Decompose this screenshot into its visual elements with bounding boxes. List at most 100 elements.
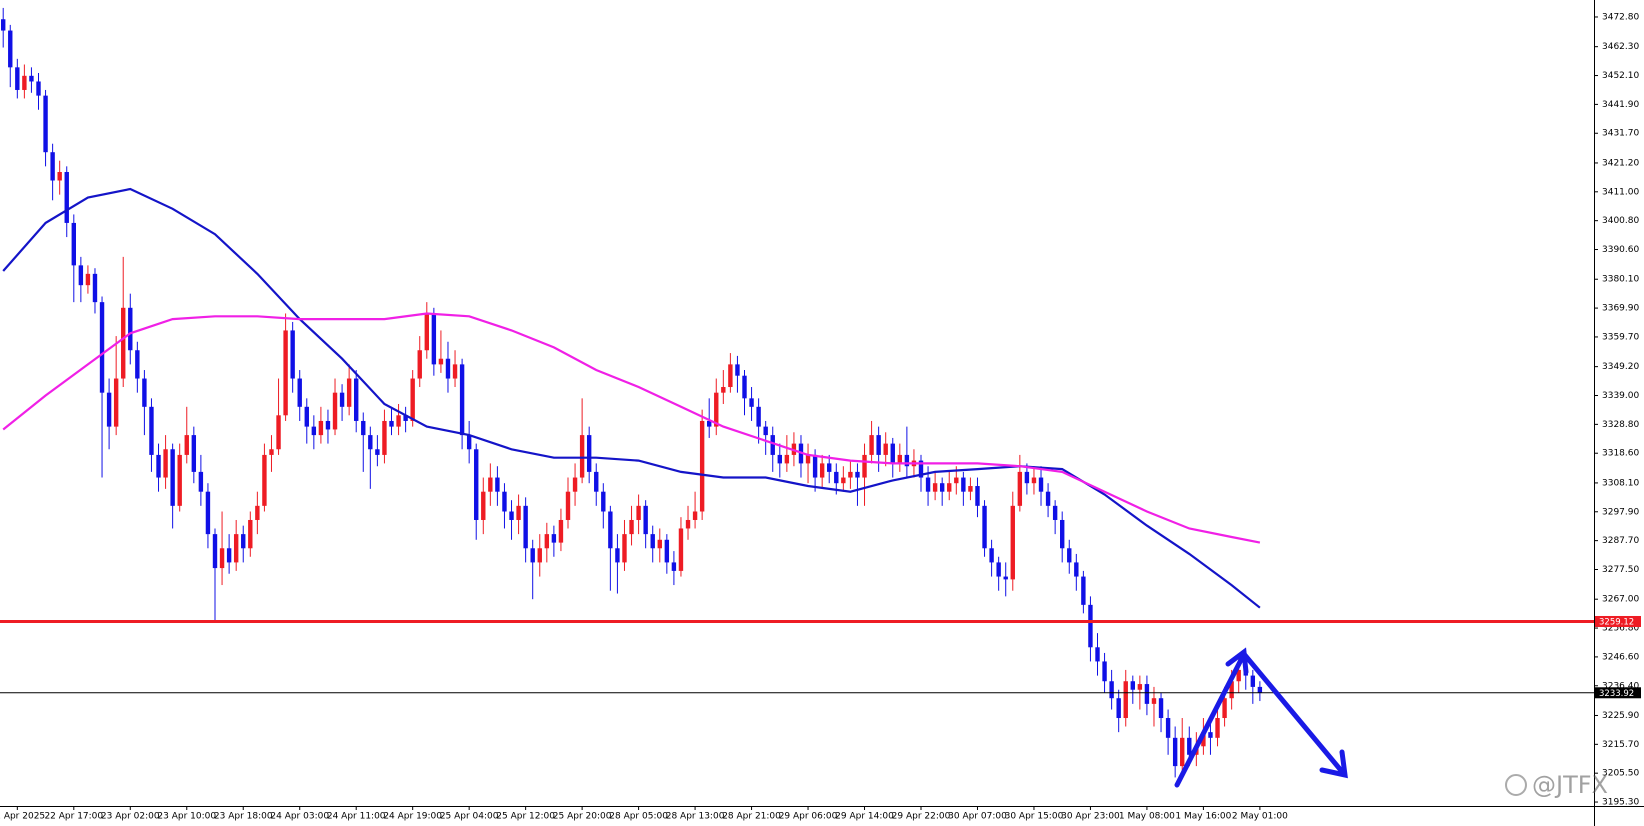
x-tick-label: 24 Apr 19:00 — [383, 812, 442, 822]
x-tick-label: 28 Apr 21:00 — [722, 812, 781, 822]
x-tick-label: 1 May 16:00 — [1175, 812, 1231, 822]
candle-body — [99, 302, 105, 393]
candle-body — [368, 435, 373, 450]
arrow-down-head — [1319, 749, 1348, 779]
candle-body — [488, 477, 493, 492]
x-tick-label: 22 Apr 2025 — [0, 812, 45, 822]
candle-body — [1067, 548, 1072, 563]
candle-body — [121, 307, 126, 379]
candle-body — [1151, 698, 1157, 704]
candle-body — [728, 364, 733, 388]
candle-body — [255, 505, 260, 520]
candle-body — [1074, 562, 1079, 577]
price-level-box — [1595, 615, 1641, 627]
candle-body — [721, 387, 726, 393]
candle-body — [516, 505, 521, 520]
candle-body — [1003, 576, 1008, 580]
y-tick-label: 3380.10 — [1602, 275, 1639, 285]
candle-body — [707, 420, 712, 427]
y-tick-label: 3400.80 — [1602, 216, 1639, 226]
candle-body — [445, 358, 451, 379]
watermark-text: @JTFX — [1532, 771, 1608, 799]
y-tick-label: 3277.50 — [1602, 565, 1639, 575]
candle-body — [1109, 681, 1114, 699]
candle-body — [509, 511, 514, 520]
candle-body — [975, 486, 980, 506]
candle-body — [36, 81, 41, 96]
x-tick-label: 30 Apr 15:00 — [1005, 812, 1064, 822]
y-tick-label: 3390.60 — [1602, 245, 1639, 255]
y-tick-label: 3441.90 — [1602, 100, 1639, 110]
candle-body — [671, 562, 677, 571]
candle-body — [212, 534, 218, 569]
candle-body — [947, 483, 952, 492]
candle-body — [1229, 681, 1234, 699]
candle-body — [22, 75, 27, 90]
candle-body — [311, 426, 317, 436]
candle-body — [481, 491, 486, 520]
candle-body — [586, 435, 592, 472]
candle-body — [332, 392, 338, 430]
x-tick-label: 1 May 08:00 — [1119, 812, 1175, 822]
x-tick-label: 29 Apr 14:00 — [835, 812, 894, 822]
candle-body — [1130, 681, 1135, 690]
candle-body — [241, 534, 246, 549]
candle-body — [629, 519, 634, 535]
candle-body — [657, 539, 662, 549]
arrow-down — [1241, 651, 1347, 777]
candle-body — [565, 491, 571, 520]
x-tick-label: 30 Apr 07:00 — [948, 812, 1007, 822]
candle-body — [594, 471, 599, 492]
candle-body — [8, 30, 13, 68]
candle-body — [184, 435, 189, 455]
candle-body — [1017, 471, 1023, 506]
candle-body — [85, 273, 91, 286]
y-tick-label: 3236.40 — [1602, 681, 1639, 691]
candle-body — [1201, 732, 1206, 747]
candle-body — [290, 330, 295, 379]
candle-body — [452, 364, 458, 379]
candle-body — [318, 420, 324, 436]
candle-body — [1052, 505, 1058, 520]
candle-body — [650, 534, 655, 549]
candle-body — [1144, 684, 1150, 704]
y-tick-label: 3215.70 — [1602, 740, 1639, 750]
y-tick-label: 3256.80 — [1602, 624, 1639, 634]
candle-body — [163, 449, 168, 478]
candle-body — [1031, 477, 1037, 484]
candle-body — [939, 483, 945, 492]
candle-body — [431, 313, 437, 365]
watermark-icon — [1505, 774, 1527, 796]
candle-body — [297, 378, 302, 407]
candle-body — [346, 378, 352, 407]
candle-body — [537, 548, 542, 563]
candle-body — [1222, 698, 1227, 719]
candle-body — [932, 483, 938, 492]
candle-body — [403, 415, 408, 421]
candle-body — [622, 534, 627, 563]
y-tick-label: 3308.10 — [1602, 478, 1639, 488]
candle-body — [424, 313, 429, 351]
candle-body — [71, 222, 76, 266]
x-tick-label: 23 Apr 10:00 — [157, 812, 216, 822]
candle-body — [15, 67, 20, 90]
candle-body — [954, 477, 959, 484]
candle-body — [50, 152, 55, 181]
candle-body — [354, 378, 359, 421]
y-tick-label: 3349.20 — [1602, 362, 1639, 372]
candle-body — [841, 477, 846, 484]
candle-body — [262, 454, 267, 506]
candle-body — [248, 519, 253, 549]
moving-average-line — [2, 187, 1261, 609]
candle-body — [579, 435, 585, 478]
candle-body — [558, 519, 564, 543]
candle-body — [1250, 675, 1256, 687]
candle-body — [1116, 698, 1121, 719]
candle-body — [1257, 686, 1263, 693]
y-tick-label: 3339.00 — [1602, 391, 1639, 401]
candle-body — [918, 460, 924, 478]
candle-body — [276, 415, 281, 450]
candle-body — [770, 435, 775, 455]
candle-body — [92, 273, 98, 303]
